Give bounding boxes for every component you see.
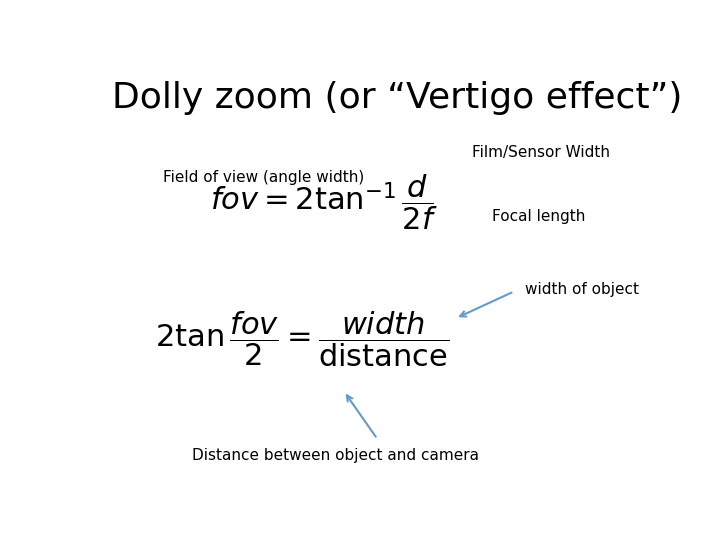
Text: Dolly zoom (or “Vertigo effect”): Dolly zoom (or “Vertigo effect”) [112, 82, 683, 116]
Text: Field of view (angle width): Field of view (angle width) [163, 170, 364, 185]
Text: $2\tan\dfrac{fov}{2} = \dfrac{\mathit{width}}{\mathrm{distance}}$: $2\tan\dfrac{fov}{2} = \dfrac{\mathit{wi… [155, 309, 449, 369]
Text: Film/Sensor Width: Film/Sensor Width [472, 145, 611, 160]
Text: width of object: width of object [526, 282, 639, 297]
Text: Distance between object and camera: Distance between object and camera [192, 448, 479, 463]
Text: Focal length: Focal length [492, 209, 585, 224]
Text: $fov = 2\tan^{-1}\dfrac{d}{2f}$: $fov = 2\tan^{-1}\dfrac{d}{2f}$ [210, 172, 438, 232]
